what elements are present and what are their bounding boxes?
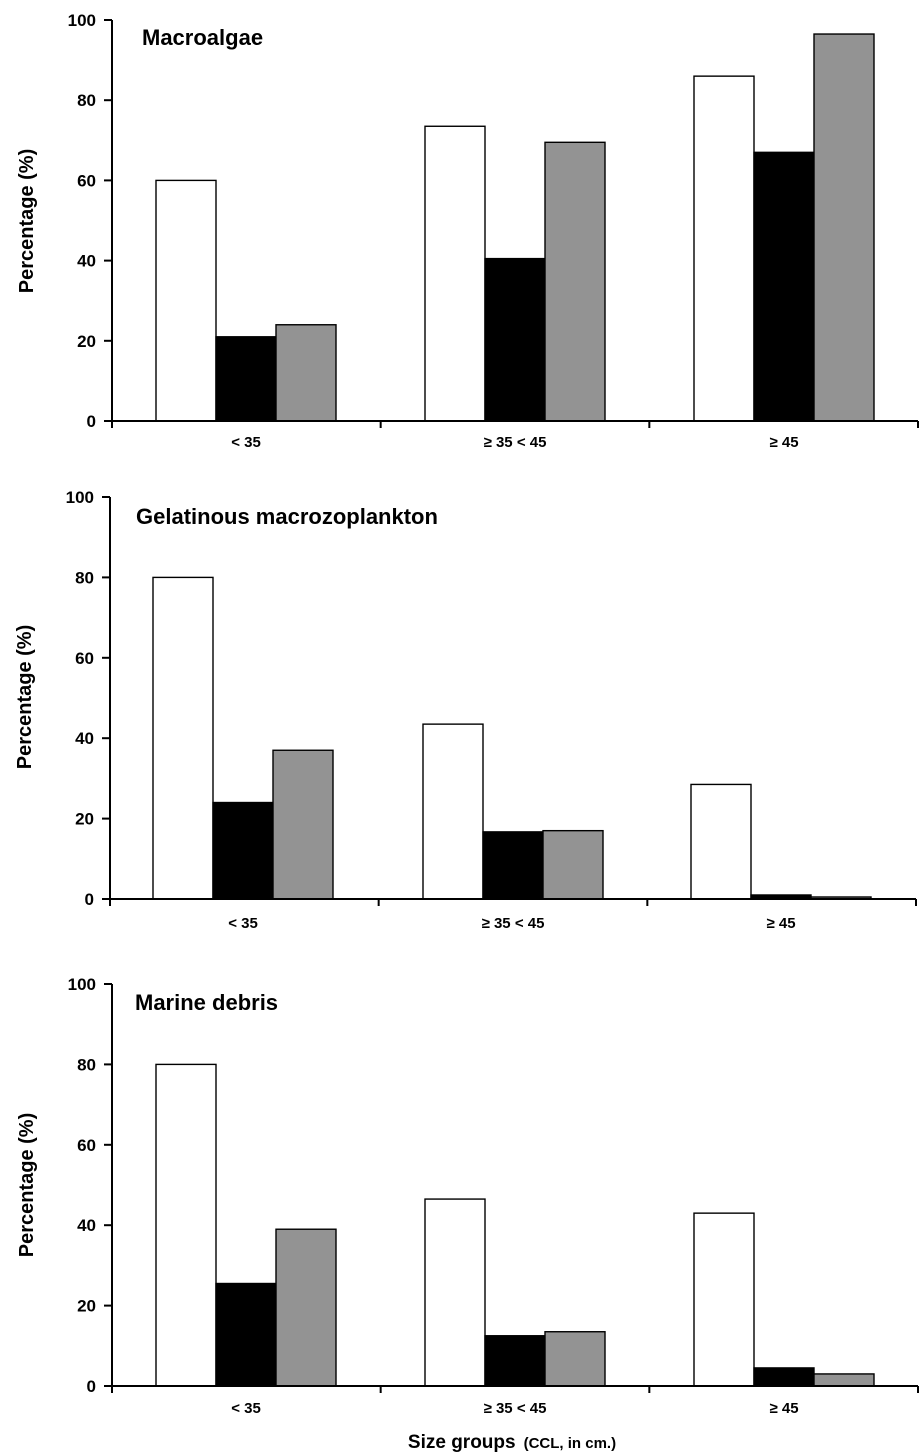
bar bbox=[424, 1198, 486, 1387]
bar bbox=[542, 829, 604, 900]
x-category-label: < 35 bbox=[228, 915, 258, 932]
bar bbox=[155, 179, 217, 422]
bar bbox=[275, 1228, 337, 1387]
bar bbox=[484, 1335, 546, 1387]
bar bbox=[215, 1282, 277, 1387]
y-tick-label: 40 bbox=[75, 729, 94, 748]
y-tick-label: 80 bbox=[77, 1055, 96, 1074]
bar bbox=[753, 1367, 815, 1387]
y-tick-label: 80 bbox=[77, 91, 96, 110]
chart-panel-1: 0 20 40 60 80 100 < 35 ≥ 35 < 45 ≥ 45 Macroalgae P… bbox=[16, 11, 919, 451]
bar bbox=[212, 801, 274, 900]
bar bbox=[690, 783, 752, 900]
y-tick-label: 60 bbox=[77, 171, 96, 190]
bar bbox=[215, 336, 277, 422]
x-category-label: ≥ 45 bbox=[769, 1400, 798, 1417]
bar bbox=[753, 151, 815, 422]
panel-title: Macroalgae bbox=[142, 25, 263, 50]
y-tick-label: 0 bbox=[87, 412, 96, 431]
bar bbox=[424, 125, 486, 422]
x-category-label: ≥ 45 bbox=[769, 434, 798, 451]
panel-title: Gelatinous macrozoplankton bbox=[136, 504, 438, 529]
panel-title: Marine debris bbox=[135, 990, 278, 1015]
y-tick-label: 100 bbox=[68, 11, 96, 30]
bar bbox=[275, 324, 337, 422]
y-tick-label: 0 bbox=[85, 890, 94, 909]
y-tick-label: 100 bbox=[66, 488, 94, 507]
bar bbox=[152, 576, 214, 900]
bar bbox=[693, 1212, 755, 1387]
bar bbox=[272, 749, 334, 900]
bar bbox=[422, 723, 484, 900]
bar bbox=[155, 1063, 217, 1387]
y-tick-label: 40 bbox=[77, 1216, 96, 1235]
y-axis-title: Percentage (%) bbox=[16, 149, 38, 294]
bar bbox=[484, 257, 546, 422]
x-category-label: ≥ 45 bbox=[766, 915, 795, 932]
y-tick-label: 100 bbox=[68, 975, 96, 994]
y-tick-label: 40 bbox=[77, 252, 96, 271]
y-tick-label: 20 bbox=[75, 810, 94, 829]
x-category-label: ≥ 35 < 45 bbox=[484, 1400, 547, 1417]
bar bbox=[813, 1373, 875, 1387]
y-tick-label: 60 bbox=[77, 1136, 96, 1155]
chart-panel-2: 0 20 40 60 80 100 < 35 ≥ 35 < 45 ≥ 45 Gelatinous … bbox=[14, 488, 917, 932]
bar bbox=[693, 75, 755, 422]
x-category-label: ≥ 35 < 45 bbox=[482, 915, 545, 932]
y-tick-label: 20 bbox=[77, 1297, 96, 1316]
y-axis-title: Percentage (%) bbox=[16, 1113, 38, 1258]
x-category-label: < 35 bbox=[231, 1400, 261, 1417]
bar bbox=[813, 33, 875, 422]
y-tick-label: 80 bbox=[75, 568, 94, 587]
chart-panel-3: 0 20 40 60 80 100 < 35 ≥ 35 < 45 ≥ 45 Marine debr… bbox=[16, 975, 919, 1417]
x-category-label: ≥ 35 < 45 bbox=[484, 434, 547, 451]
bar bbox=[544, 1331, 606, 1387]
x-category-label: < 35 bbox=[231, 434, 261, 451]
y-tick-label: 0 bbox=[87, 1377, 96, 1396]
bar bbox=[544, 141, 606, 422]
y-tick-label: 20 bbox=[77, 332, 96, 351]
y-axis-title: Percentage (%) bbox=[14, 625, 36, 770]
y-tick-label: 60 bbox=[75, 649, 94, 668]
x-axis-title: Size groups (CCL, in cm.) bbox=[408, 1432, 616, 1453]
bar bbox=[482, 831, 544, 900]
